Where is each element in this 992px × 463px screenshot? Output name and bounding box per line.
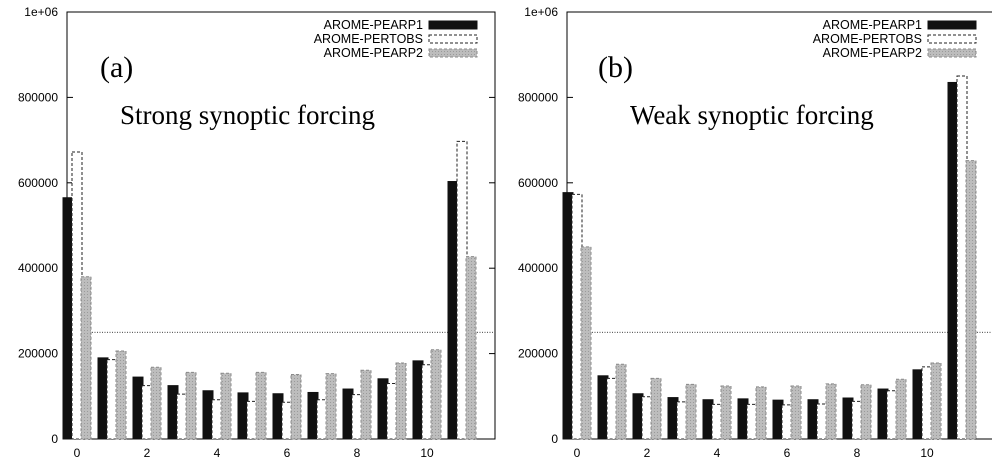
bar-arome-pearp2 <box>930 362 942 440</box>
bar-arome-pearp2 <box>150 366 162 440</box>
bar-arome-pearp2 <box>825 383 837 440</box>
x-tick-label: 2 <box>144 446 151 460</box>
bar-arome-pearp2 <box>580 246 592 440</box>
bar-arome-pearp2 <box>465 256 477 440</box>
y-tick-label: 400000 <box>518 261 558 275</box>
legend-label: AROME-PERTOBS <box>314 32 423 46</box>
y-tick-label: 600000 <box>18 176 58 190</box>
x-tick-label: 10 <box>920 446 934 460</box>
bar-arome-pearp2 <box>255 371 267 440</box>
bar-arome-pearp2 <box>860 384 872 440</box>
bar-arome-pertobs <box>571 193 583 440</box>
bar-arome-pertobs <box>316 399 328 440</box>
bar-arome-pertobs <box>71 151 83 440</box>
y-tick-label: 200000 <box>518 347 558 361</box>
legend-label: AROME-PEARP2 <box>823 46 922 60</box>
y-tick-label: 0 <box>51 432 58 446</box>
bar-arome-pertobs <box>211 399 223 440</box>
x-tick-label: 8 <box>354 446 361 460</box>
y-tick-label: 800000 <box>18 90 58 104</box>
bar-arome-pearp2 <box>395 362 407 440</box>
y-tick-label: 0 <box>551 432 558 446</box>
y-tick-label: 1e+06 <box>524 5 558 19</box>
x-tick-label: 10 <box>420 446 434 460</box>
bar-arome-pearp2 <box>720 385 732 440</box>
x-tick-label: 8 <box>854 446 861 460</box>
bar-arome-pertobs <box>106 359 118 440</box>
bar-arome-pearp2 <box>115 350 127 440</box>
x-tick-label: 0 <box>74 446 81 460</box>
bar-arome-pertobs <box>676 401 688 440</box>
x-tick-label: 4 <box>214 446 221 460</box>
bar-arome-pearp2 <box>615 363 627 440</box>
bar-arome-pertobs <box>281 401 293 440</box>
bar-arome-pearp2 <box>755 386 767 440</box>
panel-a-label: (a) <box>100 51 133 84</box>
panel-b-chart: 0 200000 400000 600000 800000 1e+06 0 2 4 6 8 10 A… <box>518 5 992 460</box>
bar-arome-pertobs <box>851 400 863 440</box>
bar-arome-pertobs <box>246 400 258 440</box>
legend-label: AROME-PERTOBS <box>813 32 922 46</box>
legend-label: AROME-PEARP1 <box>823 18 922 32</box>
bar-arome-pertobs <box>176 393 188 440</box>
x-tick-label: 0 <box>574 446 581 460</box>
bar-arome-pearp2 <box>80 276 92 440</box>
bar-arome-pearp2 <box>325 373 337 440</box>
legend-swatch <box>428 20 478 30</box>
panel-b-title: Weak synoptic forcing <box>630 100 874 130</box>
panel-a-title: Strong synoptic forcing <box>120 100 375 130</box>
bar-arome-pearp2 <box>790 385 802 440</box>
bar-arome-pearp2 <box>360 369 372 440</box>
bar-arome-pearp2 <box>895 378 907 440</box>
legend-label: AROME-PEARP1 <box>324 18 423 32</box>
y-tick-label: 800000 <box>518 90 558 104</box>
bar-arome-pearp1 <box>272 393 284 440</box>
bar-arome-pearp2 <box>430 349 442 440</box>
bar-arome-pertobs <box>456 140 468 440</box>
bar-arome-pertobs <box>886 390 898 440</box>
legend-swatch <box>927 34 977 44</box>
x-tick-label: 4 <box>714 446 721 460</box>
x-tick-label: 6 <box>784 446 791 460</box>
bar-arome-pearp2 <box>290 374 302 440</box>
bar-arome-pearp2 <box>185 371 197 440</box>
legend-label: AROME-PEARP2 <box>324 46 423 60</box>
y-tick-label: 400000 <box>18 261 58 275</box>
bar-arome-pearp2 <box>220 372 232 440</box>
y-tick-label: 600000 <box>518 176 558 190</box>
y-tick-label: 1e+06 <box>24 5 58 19</box>
bar-arome-pearp2 <box>965 160 977 440</box>
bar-arome-pearp2 <box>650 377 662 440</box>
legend-swatch <box>927 48 977 58</box>
x-tick-label: 6 <box>284 446 291 460</box>
x-tick-label: 2 <box>644 446 651 460</box>
panel-a-chart: 0 200000 400000 600000 800000 1e+06 0 2 4 6 8 10 A… <box>18 5 496 460</box>
legend-swatch <box>927 20 977 30</box>
legend-swatch <box>428 48 478 58</box>
bar-arome-pearp2 <box>685 383 697 440</box>
legend-swatch <box>428 34 478 44</box>
bar-arome-pertobs <box>386 382 398 440</box>
panel-b-label: (b) <box>598 51 633 84</box>
y-tick-label: 200000 <box>18 347 58 361</box>
